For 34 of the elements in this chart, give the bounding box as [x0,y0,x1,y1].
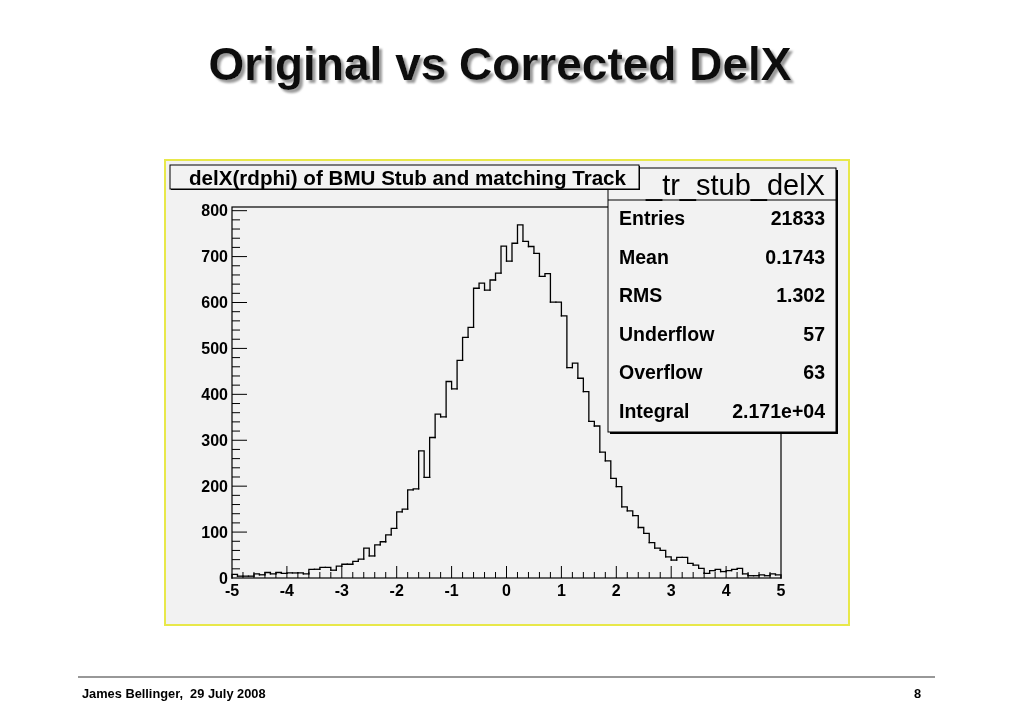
annotation: Underflow [619,322,716,345]
annotation: 21833 [770,207,826,229]
x-tick-label: -3 [334,582,350,599]
y-tick-label: 700 [201,248,229,266]
x-tick-label: 3 [666,582,676,599]
x-tick-label: -2 [389,582,404,599]
y-tick-label: 400 [201,385,229,403]
y-tick-label: 600 [201,294,229,312]
annotation: Mean [619,245,669,268]
x-tick-label: 0 [502,582,512,599]
annotation: Overflow [619,361,704,383]
annotation: Integral [619,399,690,422]
y-tick-label: 100 [201,523,229,541]
x-tick-label: -4 [279,582,295,599]
text: 57 [803,322,825,345]
text: 63 [803,361,826,383]
annotation: Entries [619,207,686,229]
annotation: 2.171e+04 [732,399,826,422]
y-tick-label: 200 [201,477,229,495]
x-tick-label: 4 [721,582,731,599]
annotation: 0.1743 [765,245,826,268]
x-tick-label: 1 [556,582,566,599]
annotation: RMS [619,284,663,306]
x-tick-label: 5 [776,582,786,599]
y-tick-label: 300 [201,431,229,449]
x-tick-label: 2 [611,582,621,599]
text: James Bellinger, 29 July 2008 [82,686,266,701]
text: _tr_stub_delX [645,169,825,201]
chart-title: Original vs Corrected DelX [208,38,792,90]
y-tick-label: 500 [201,340,229,358]
text: 8 [913,686,921,701]
x-tick-label: -1 [444,582,459,599]
annotation: 1.302 [776,284,826,306]
y-tick-label: 800 [201,202,229,220]
